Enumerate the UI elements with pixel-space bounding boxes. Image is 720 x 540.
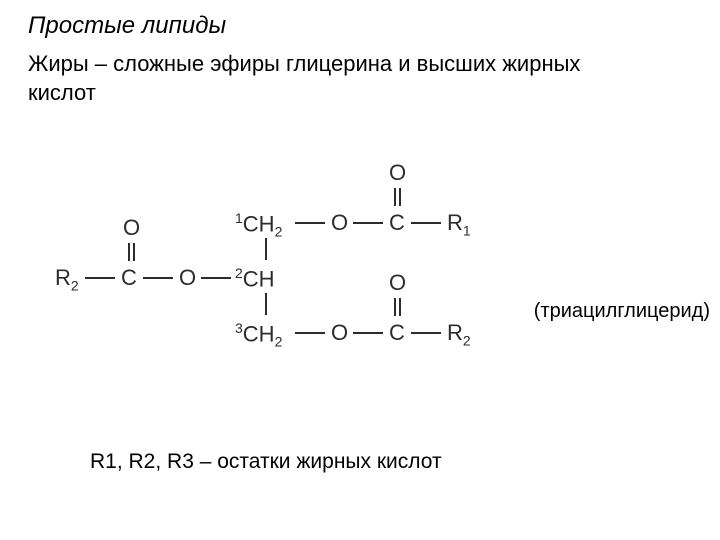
atom-R1: R1: [447, 210, 471, 238]
slide-subtitle: Жиры – сложные эфиры глицерина и высших …: [28, 50, 628, 107]
bond-ch-ch2: [265, 293, 267, 315]
atom-C-left: C: [121, 265, 137, 291]
bond-r2-c: [85, 277, 115, 279]
bond-ch2-o-top: [295, 222, 325, 224]
atom-ch-mid: 2CH: [235, 265, 275, 292]
atom-C-top: C: [389, 210, 405, 236]
atom-R2-bot: R2: [447, 320, 471, 348]
structure-annotation: (триацилглицерид): [534, 300, 710, 323]
slide-title: Простые липиды: [28, 12, 226, 40]
atom-R2-left: R2: [55, 265, 79, 293]
bond-c-r2-bot: [411, 332, 441, 334]
atom-O-left-top: O: [123, 215, 140, 241]
bond-c-r1: [411, 222, 441, 224]
atom-O-bot-top: O: [389, 270, 406, 296]
atom-ch2-top: 1CH2: [235, 210, 282, 240]
atom-O-top: O: [389, 160, 406, 186]
bond-o-c-top: [353, 222, 383, 224]
atom-C-bot: C: [389, 320, 405, 346]
atom-O-bot-mid: O: [331, 320, 348, 346]
atom-O-top-mid: O: [331, 210, 348, 236]
bond-ch2-o-bot: [295, 332, 325, 334]
chemical-structure: O R2 C O 1CH2 2CH 3CH2 O C O R1 O C O R2: [55, 155, 505, 435]
bond-o-ch-left: [201, 277, 231, 279]
atom-O-leftmid: O: [179, 265, 196, 291]
atom-ch2-bot: 3CH2: [235, 320, 282, 350]
bond-c-o-left: [143, 277, 173, 279]
bond-ch2-ch: [265, 238, 267, 260]
bond-o-c-bot: [353, 332, 383, 334]
footnote: R1, R2, R3 – остатки жирных кислот: [90, 450, 442, 474]
